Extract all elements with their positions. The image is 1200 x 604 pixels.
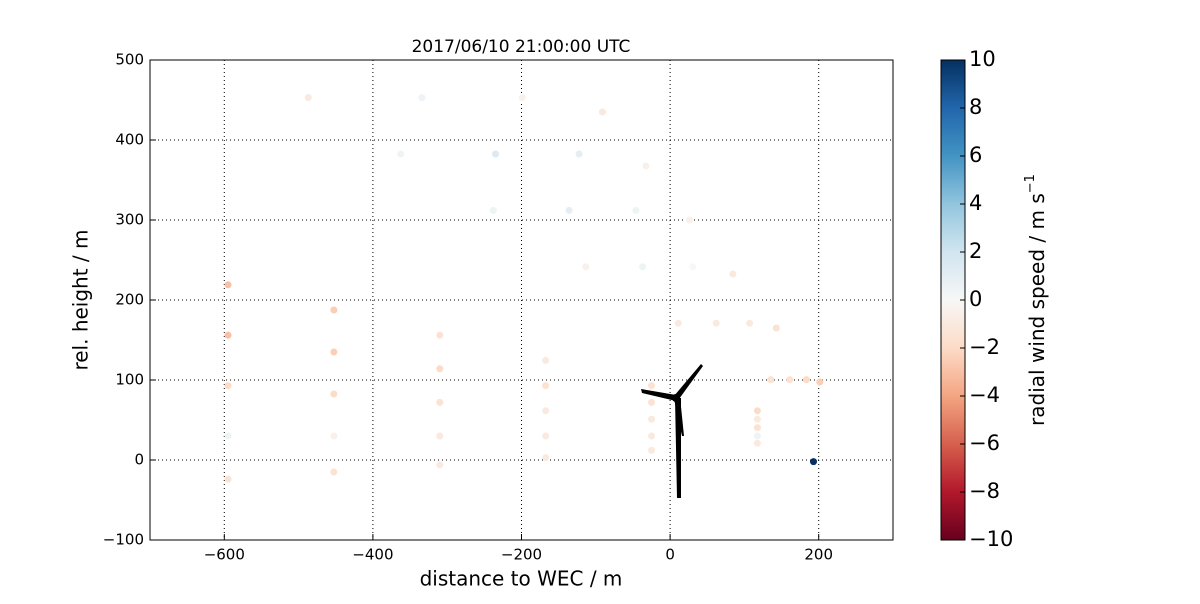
scatter-point (598, 108, 606, 116)
scatter-point (575, 150, 583, 158)
colorbar-tick-label: 2 (969, 239, 982, 263)
x-tick-label: −600 (204, 546, 245, 564)
scatter-point (436, 331, 444, 339)
scatter-point (224, 281, 232, 289)
scatter-point (729, 270, 737, 278)
colorbar-tick-label: 4 (969, 191, 982, 215)
colorbar-label-text: radial wind speed / m s (1025, 193, 1049, 426)
colorbar-tick-label: 0 (969, 287, 982, 311)
scatter-point (753, 424, 761, 432)
scatter-point (436, 461, 444, 469)
scatter-point (518, 94, 526, 102)
y-tick-label: 200 (115, 291, 144, 309)
scatter-point (565, 206, 573, 214)
scatter-point (436, 365, 444, 373)
scatter-point (489, 206, 497, 214)
points (224, 94, 824, 483)
colorbar-label: radial wind speed / m s−1 (1023, 174, 1049, 426)
scatter-point (753, 439, 761, 447)
x-tick-label: 200 (804, 546, 833, 564)
colorbar-tick-label: −2 (969, 335, 1000, 359)
scatter-point (642, 162, 650, 170)
scatter-point (712, 319, 720, 327)
scatter-point (491, 150, 499, 158)
scatter-point (772, 324, 780, 332)
scatter-point (542, 407, 550, 415)
colorbar-label-sup: −1 (1023, 174, 1038, 193)
y-tick-label: 300 (115, 211, 144, 229)
scatter-point (224, 432, 232, 440)
scatter-point (436, 398, 444, 406)
scatter-point (330, 468, 338, 476)
scatter-point (648, 446, 656, 454)
scatter-point (304, 94, 312, 102)
scatter-point (746, 319, 754, 327)
y-tick-label: 100 (115, 371, 144, 389)
scatter-point (542, 454, 550, 462)
scatter-point (330, 432, 338, 440)
scatter-point (648, 398, 656, 406)
scatter-point (632, 206, 640, 214)
x-tick-label: −200 (501, 546, 542, 564)
scatter-point (685, 216, 693, 224)
colorbar-tick-label: −4 (969, 383, 1000, 407)
x-axis-label: distance to WEC / m (420, 567, 623, 591)
x-tick-label: −400 (352, 546, 393, 564)
scatter-point (330, 348, 338, 356)
scatter-point (648, 382, 656, 390)
scatter-point (224, 382, 232, 390)
scatter-point (689, 263, 697, 271)
scatter-point (674, 319, 682, 327)
scatter-point (224, 475, 232, 483)
scatter-point (330, 306, 338, 314)
colorbar-tick-label: −6 (969, 431, 1000, 455)
scatter-point (330, 390, 338, 398)
scatter-point (816, 378, 824, 386)
colorbar-tick-label: −8 (969, 479, 1000, 503)
scatter-point (397, 150, 405, 158)
scatter-point (767, 376, 775, 384)
scatter-point (639, 263, 647, 271)
scatter-point (648, 415, 656, 423)
y-tick-label: 400 (115, 131, 144, 149)
scatter-point (542, 432, 550, 440)
colorbar-tick-label: 10 (969, 47, 996, 71)
colorbar-tick-label: 8 (969, 95, 982, 119)
grid (150, 59, 893, 541)
colorbar-tick-label: −10 (969, 527, 1013, 551)
scatter-point (786, 376, 794, 384)
scatter-point (802, 376, 810, 384)
scatter-point (224, 331, 232, 339)
y-axis-label: rel. height / m (69, 229, 93, 370)
scatter-point (753, 415, 761, 423)
wind-turbine (641, 364, 703, 498)
x-tick-label: 0 (665, 546, 675, 564)
scatter-point (753, 432, 761, 440)
scatter-point (436, 432, 444, 440)
y-tick-label: 500 (115, 51, 144, 69)
chart-title: 2017/06/10 21:00:00 UTC (412, 37, 631, 57)
y-tick-label: −100 (103, 531, 144, 549)
scatter-point (753, 407, 761, 415)
y-tick-label: 0 (134, 451, 144, 469)
colorbar-tick-label: 6 (969, 143, 982, 167)
scatter-point (418, 94, 426, 102)
scatter-point (582, 263, 590, 271)
scatter-point (542, 382, 550, 390)
scatter-point (648, 432, 656, 440)
scatter-point (809, 458, 817, 466)
scatter-point (542, 356, 550, 364)
